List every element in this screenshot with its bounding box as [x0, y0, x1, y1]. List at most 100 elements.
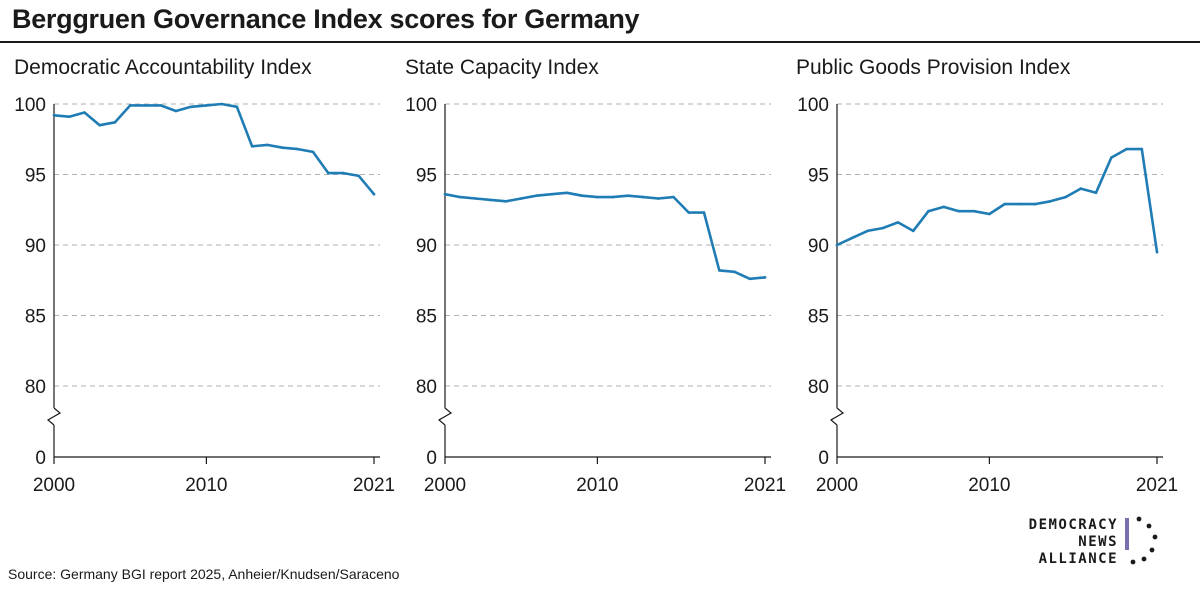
data-point: [504, 200, 508, 203]
y-tick-label: 90: [25, 236, 46, 257]
panel-title-state-capacity: State Capacity Index: [405, 56, 599, 79]
title-divider: [0, 41, 1200, 43]
axis-break-icon: [829, 407, 845, 426]
data-point: [458, 195, 462, 199]
data-point: [687, 211, 691, 214]
data-point: [942, 205, 945, 209]
data-point: [519, 197, 523, 200]
data-point: [672, 195, 675, 199]
data-point: [1140, 147, 1144, 151]
data-point: [896, 221, 900, 224]
data-point: [174, 109, 178, 113]
data-point: [67, 115, 71, 118]
panel-title-democratic-accountability: Democratic Accountability Index: [14, 56, 312, 79]
data-point: [927, 209, 930, 213]
data-point: [266, 143, 269, 147]
y-tick-label: 95: [25, 166, 46, 187]
data-point: [357, 174, 361, 178]
data-point: [1018, 202, 1022, 206]
data-point: [641, 195, 645, 199]
y-tick-label: 95: [808, 166, 829, 187]
series-line: [52, 102, 376, 196]
data-point: [281, 146, 284, 149]
logo-line-3: ALLIANCE: [1038, 551, 1118, 567]
source-note: Source: Germany BGI report 2025, Anheier…: [8, 566, 400, 582]
y-tick-label: 0: [426, 448, 437, 469]
data-point: [972, 209, 976, 213]
data-point: [113, 121, 117, 124]
data-point: [565, 191, 569, 195]
data-point: [205, 104, 208, 107]
data-point: [866, 229, 869, 233]
y-tick-label: 85: [25, 307, 46, 328]
data-point: [1125, 147, 1128, 151]
logo-line-1: DEMOCRACY: [1028, 517, 1118, 533]
y-tick-label: 0: [818, 448, 829, 469]
y-tick-label: 100: [797, 95, 829, 116]
data-point: [327, 171, 330, 175]
x-tick-label: 2021: [353, 475, 395, 496]
data-point: [535, 194, 538, 197]
data-point: [957, 209, 961, 213]
series-line: [443, 191, 767, 281]
axis-break-icon: [46, 407, 62, 426]
x-tick-label: 2021: [744, 475, 786, 496]
data-point: [748, 277, 752, 281]
y-tick-label: 95: [416, 166, 437, 187]
data-point: [159, 104, 162, 107]
data-point: [988, 212, 991, 216]
data-point: [611, 195, 614, 199]
y-tick-label: 80: [808, 377, 829, 398]
data-point: [657, 197, 660, 200]
data-point: [311, 150, 315, 154]
x-tick-label: 2010: [968, 475, 1010, 496]
x-tick-label: 2000: [424, 475, 466, 496]
data-point: [1155, 250, 1159, 254]
data-point: [835, 243, 839, 247]
series-line: [835, 147, 1159, 254]
data-point: [342, 171, 345, 175]
y-tick-label: 85: [808, 307, 829, 328]
logo-line-2: NEWS: [1078, 534, 1118, 550]
data-point: [1079, 187, 1083, 190]
data-point: [52, 114, 56, 117]
data-point: [250, 145, 254, 148]
data-point: [296, 147, 300, 151]
x-tick-label: 2000: [33, 475, 75, 496]
data-point: [550, 192, 553, 196]
y-tick-label: 100: [14, 95, 46, 116]
data-point: [1110, 156, 1113, 159]
data-point: [83, 111, 86, 114]
logo-dots-icon: [1130, 516, 1158, 565]
x-tick-label: 2021: [1136, 475, 1178, 496]
data-point: [144, 104, 147, 107]
data-point: [1049, 200, 1052, 203]
y-tick-label: 0: [35, 448, 46, 469]
x-tick-label: 2000: [816, 475, 858, 496]
data-point: [474, 197, 477, 200]
data-point: [1033, 202, 1037, 206]
y-tick-label: 100: [405, 95, 437, 116]
data-point: [763, 276, 767, 279]
data-point: [98, 123, 101, 127]
data-point: [596, 195, 599, 199]
data-point: [189, 105, 193, 109]
data-point: [702, 211, 706, 214]
data-point: [881, 226, 884, 230]
data-point: [1064, 195, 1067, 199]
x-tick-label: 2010: [576, 475, 618, 496]
data-point: [372, 192, 376, 196]
y-tick-label: 85: [416, 307, 437, 328]
data-point: [489, 198, 493, 202]
data-point: [1003, 202, 1006, 206]
data-point: [443, 192, 447, 196]
panel-title-public-goods: Public Goods Provision Index: [796, 56, 1071, 79]
x-tick-label: 2010: [185, 475, 227, 496]
data-point: [626, 194, 630, 197]
y-tick-label: 80: [416, 377, 437, 398]
data-point: [1094, 191, 1098, 195]
chart-title: Berggruen Governance Index scores for Ge…: [12, 4, 640, 34]
data-point: [580, 194, 584, 197]
data-point: [220, 102, 223, 106]
